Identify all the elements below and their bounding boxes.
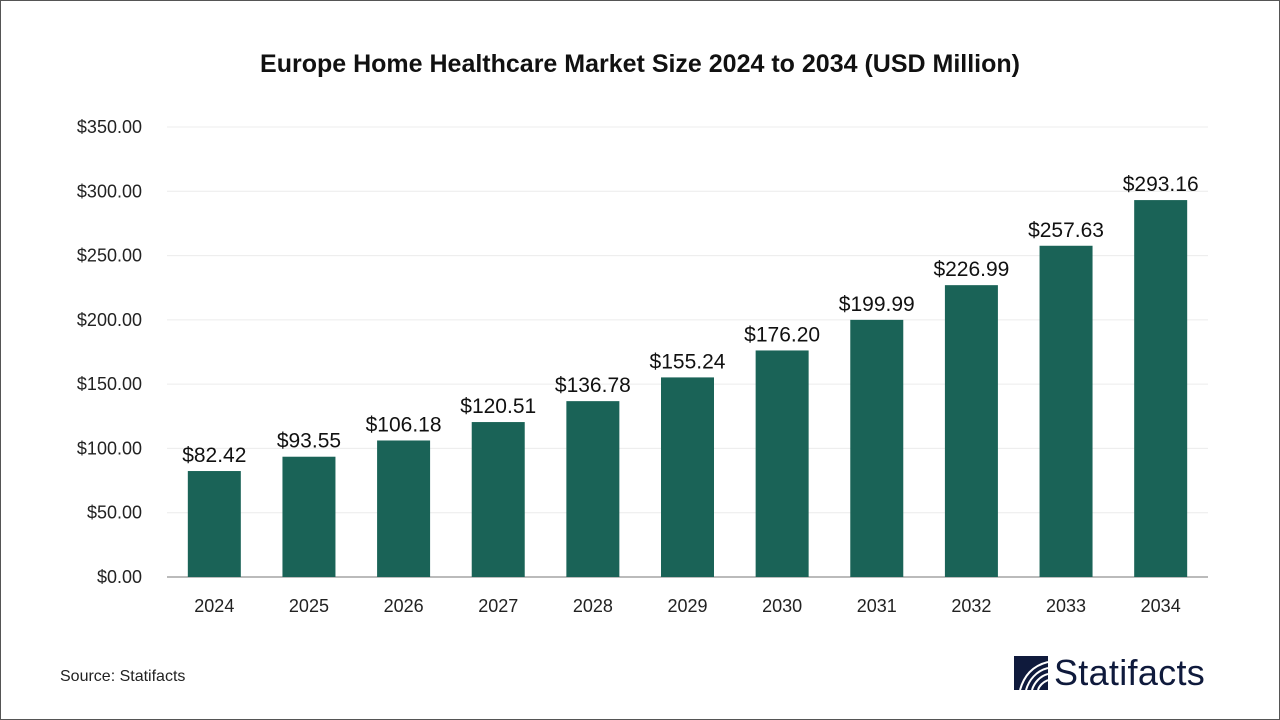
bar-2032 <box>944 285 998 577</box>
brand-name: Statifacts <box>1054 652 1206 693</box>
bar-2030 <box>755 350 809 577</box>
x-tick-label: 2032 <box>951 596 991 616</box>
bar-2034 <box>1134 200 1188 577</box>
data-label: $199.99 <box>839 293 915 316</box>
x-tick-label: 2033 <box>1046 596 1086 616</box>
y-tick-label: $150.00 <box>77 374 142 394</box>
bar-2029 <box>661 377 714 577</box>
data-label: $257.63 <box>1028 219 1104 242</box>
x-tick-label: 2034 <box>1141 596 1181 616</box>
data-label: $155.24 <box>650 350 726 373</box>
x-tick-label: 2024 <box>194 596 234 616</box>
y-tick-label: $350.00 <box>77 117 142 137</box>
data-label: $93.55 <box>277 430 341 453</box>
bar-2025 <box>282 456 336 577</box>
y-tick-label: $250.00 <box>77 246 142 266</box>
bar-2031 <box>850 319 904 577</box>
data-label: $82.42 <box>182 444 246 467</box>
y-tick-label: $50.00 <box>87 503 142 523</box>
y-tick-label: $300.00 <box>77 181 142 201</box>
data-label: $136.78 <box>555 374 631 397</box>
chart-title: Europe Home Healthcare Market Size 2024 … <box>260 50 1020 78</box>
source-note: Source: Statifacts <box>60 668 186 685</box>
y-tick-label: $0.00 <box>97 567 142 587</box>
x-tick-label: 2029 <box>667 596 707 616</box>
data-label: $293.16 <box>1123 173 1199 196</box>
bar-2033 <box>1039 245 1093 578</box>
x-tick-label: 2031 <box>857 596 897 616</box>
x-tick-label: 2025 <box>289 596 329 616</box>
bar-2024 <box>187 471 241 577</box>
data-label: $106.18 <box>366 413 442 436</box>
bar-2027 <box>471 422 525 577</box>
x-tick-label: 2028 <box>573 596 613 616</box>
x-tick-label: 2026 <box>384 596 424 616</box>
statifacts-logo-icon <box>1014 656 1048 690</box>
y-tick-label: $100.00 <box>77 438 142 458</box>
x-tick-label: 2030 <box>762 596 802 616</box>
data-label: $226.99 <box>933 258 1009 281</box>
bar-2026 <box>377 440 431 577</box>
bar-2028 <box>566 401 620 577</box>
data-label: $120.51 <box>460 395 536 418</box>
data-label: $176.20 <box>744 323 820 346</box>
statifacts-logo: Statifacts <box>1014 652 1205 694</box>
y-tick-label: $200.00 <box>77 310 142 330</box>
x-tick-label: 2027 <box>478 596 518 616</box>
